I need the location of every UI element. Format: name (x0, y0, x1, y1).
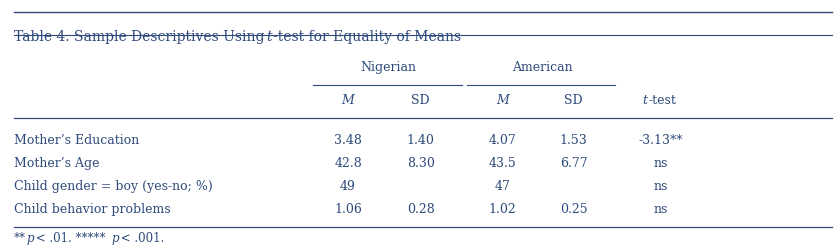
Text: Mother’s Education: Mother’s Education (14, 134, 139, 147)
Text: 6.77: 6.77 (560, 157, 587, 170)
Text: SD: SD (411, 93, 430, 106)
Text: < .01. *****: < .01. ***** (32, 232, 106, 245)
Text: 47: 47 (494, 180, 510, 193)
Text: Child behavior problems: Child behavior problems (14, 203, 171, 216)
Text: ns: ns (654, 180, 669, 193)
Text: 42.8: 42.8 (334, 157, 362, 170)
Text: American: American (512, 61, 572, 74)
Text: 1.06: 1.06 (334, 203, 362, 216)
Text: 1.02: 1.02 (489, 203, 516, 216)
Text: M: M (496, 93, 509, 106)
Text: -3.13**: -3.13** (639, 134, 684, 147)
Text: Child gender = boy (yes-no; %): Child gender = boy (yes-no; %) (14, 180, 213, 193)
Text: t: t (266, 30, 272, 44)
Text: M: M (342, 93, 354, 106)
Text: 0.25: 0.25 (560, 203, 587, 216)
Text: t: t (642, 93, 647, 106)
Text: SD: SD (564, 93, 582, 106)
Text: 1.40: 1.40 (406, 134, 435, 147)
Text: -test for Equality of Means: -test for Equality of Means (272, 30, 461, 44)
Text: 0.28: 0.28 (406, 203, 435, 216)
Text: 1.53: 1.53 (560, 134, 587, 147)
Text: ns: ns (654, 157, 669, 170)
Text: 4.07: 4.07 (489, 134, 516, 147)
Text: **: ** (14, 232, 26, 245)
Text: Mother’s Age: Mother’s Age (14, 157, 100, 170)
Text: 8.30: 8.30 (406, 157, 435, 170)
Text: 49: 49 (340, 180, 356, 193)
Text: ns: ns (654, 203, 669, 216)
Text: p: p (26, 232, 34, 245)
Text: -test: -test (648, 93, 676, 106)
Text: 43.5: 43.5 (489, 157, 516, 170)
Text: p: p (111, 232, 119, 245)
Text: 3.48: 3.48 (334, 134, 362, 147)
Text: < .001.: < .001. (117, 232, 164, 245)
Text: Nigerian: Nigerian (360, 61, 416, 74)
Text: Table 4. Sample Descriptives Using: Table 4. Sample Descriptives Using (14, 30, 269, 44)
